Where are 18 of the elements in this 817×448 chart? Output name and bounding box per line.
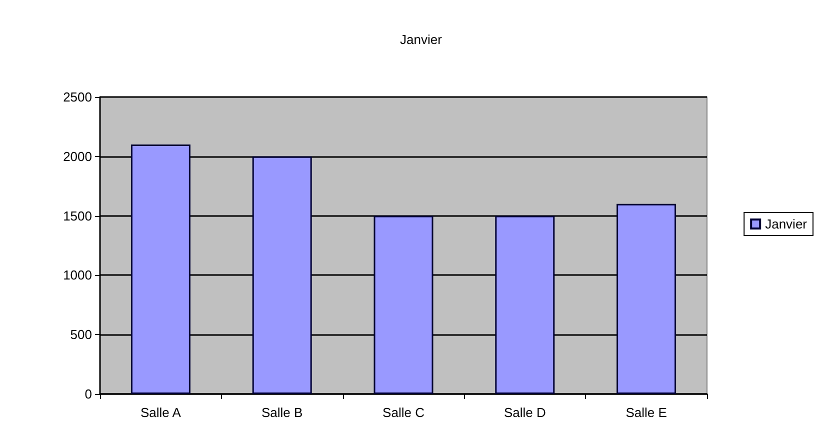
bar — [130, 144, 190, 394]
y-tick-label: 1000 — [63, 268, 92, 283]
bar — [374, 216, 434, 394]
y-tick-label: 2500 — [63, 90, 92, 104]
y-tick-label: 1500 — [63, 208, 92, 224]
chart-title: Janvier — [400, 32, 443, 47]
y-tick-label: 0 — [84, 386, 92, 402]
legend-label: Janvier — [765, 216, 808, 232]
y-tick-label: 2000 — [63, 148, 92, 164]
y-tick-label: 500 — [70, 327, 92, 342]
x-tick-label: Salle E — [626, 405, 668, 420]
x-tick-label: Salle B — [262, 405, 303, 420]
x-tick-label: Salle A — [140, 405, 182, 420]
bar — [495, 216, 555, 394]
x-tick-label: Salle C — [382, 405, 424, 420]
x-tick-label: Salle D — [504, 405, 546, 420]
bar — [616, 204, 676, 394]
bar — [252, 156, 312, 394]
